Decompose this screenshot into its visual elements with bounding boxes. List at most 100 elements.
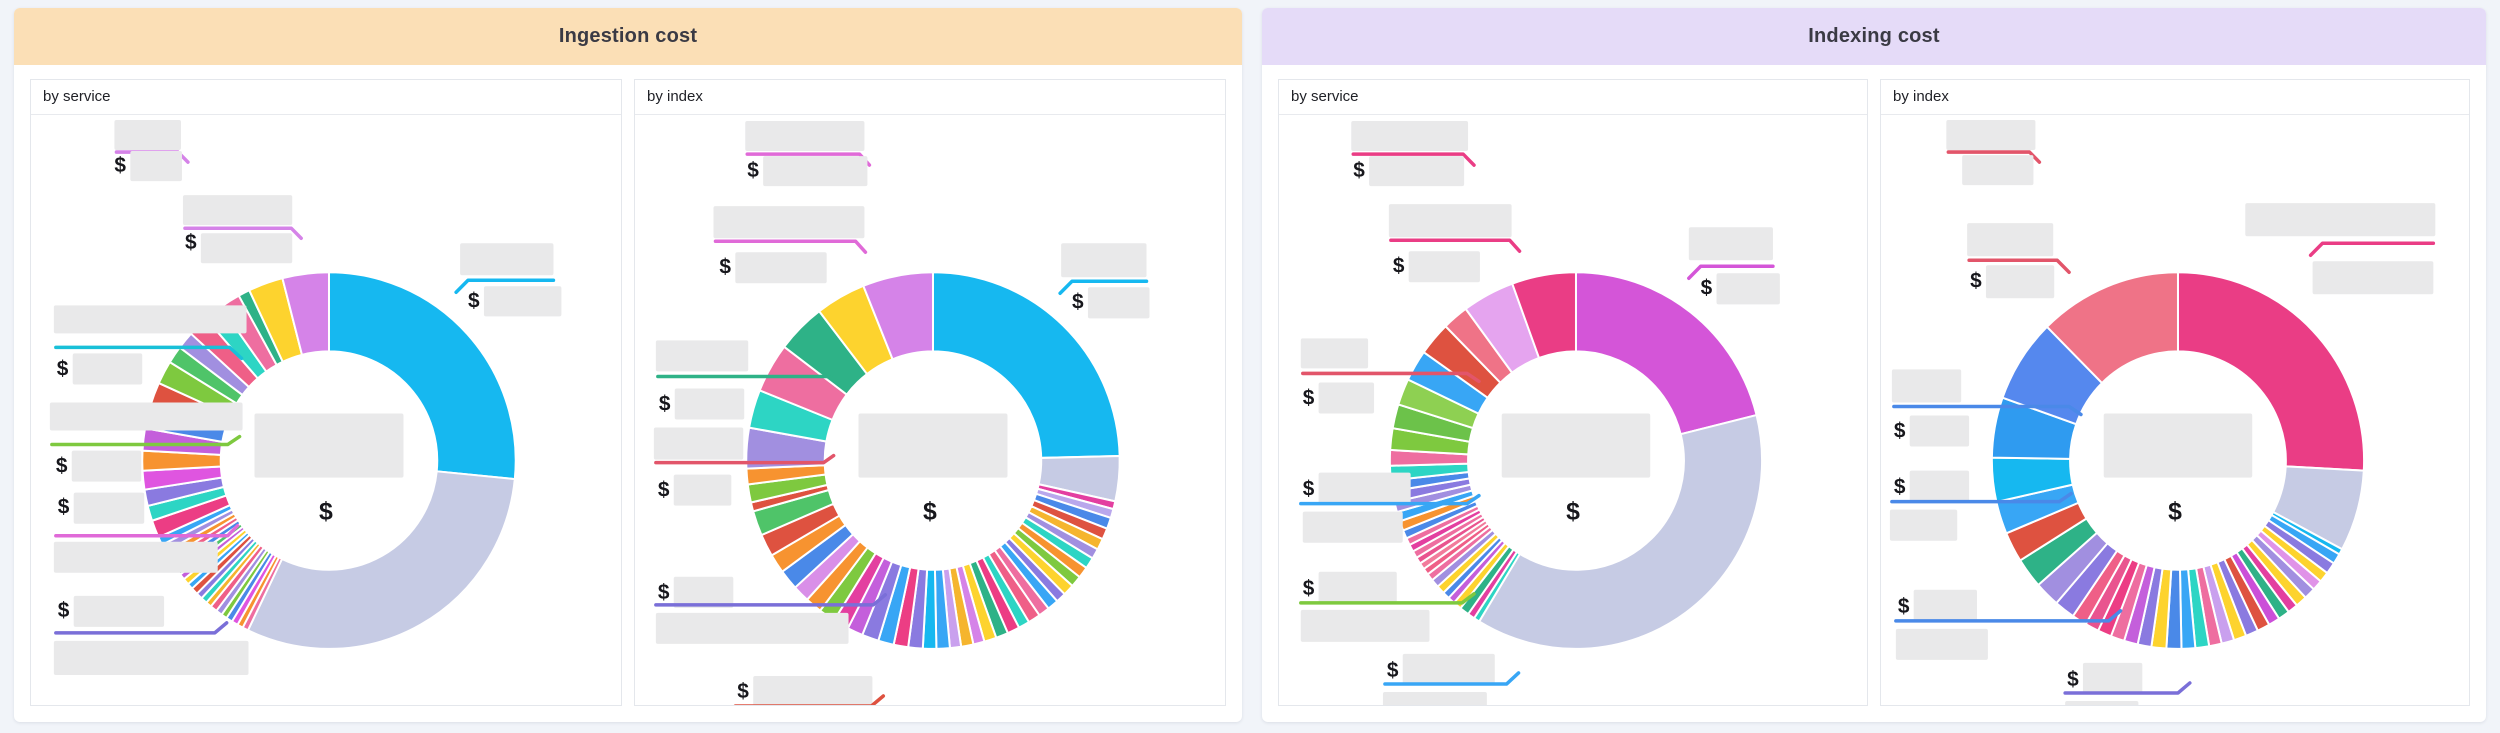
donut-slice[interactable] (1478, 414, 1764, 650)
label-leader-line (1058, 279, 1149, 296)
label-currency-symbol: $ (185, 231, 197, 254)
center-currency-symbol: $ (319, 498, 333, 526)
label-leader-line (183, 226, 303, 240)
label-currency-symbol: $ (719, 255, 731, 278)
redacted-label-box (200, 233, 293, 264)
label-currency-symbol: $ (1072, 290, 1084, 313)
label-currency-symbol: $ (58, 496, 70, 519)
label-currency-symbol: $ (1387, 659, 1399, 682)
label-currency-symbol: $ (114, 154, 126, 177)
redacted-label-box (2082, 662, 2143, 694)
chart-title: by index (635, 80, 1225, 115)
donut-chart-canvas: $ $ $ $ $ $ $ $ (1299, 121, 1780, 705)
donut-chart-canvas: $ $ $ $ $ $ $ $ (49, 120, 562, 675)
center-currency-symbol: $ (2168, 498, 2182, 526)
donut-chart-canvas: $ $ $ $ $ $ (1889, 120, 2436, 705)
redacted-label-box (1318, 571, 1397, 603)
redacted-label-box (1962, 155, 2034, 186)
redacted-label-box (2065, 700, 2139, 705)
redacted-label-box (1061, 243, 1147, 278)
redacted-label-box (1382, 691, 1487, 705)
redacted-label-box (1302, 511, 1403, 543)
panel-indexing-cost: Indexing cost by service $ $ $ $ $ $ $ $ by ind… (1262, 8, 2486, 722)
donut-slice[interactable] (327, 271, 517, 481)
chart-card-ingestion-by-service: by service $ $ $ $ $ $ $ $ (30, 79, 622, 706)
label-currency-symbol: $ (2067, 668, 2079, 691)
label-currency-symbol: $ (57, 357, 69, 380)
label-currency-symbol: $ (1303, 478, 1315, 501)
center-currency-symbol: $ (923, 498, 937, 526)
redacted-label-box (114, 120, 181, 151)
donut-slice[interactable] (281, 271, 330, 356)
redacted-label-box (655, 612, 849, 644)
label-currency-symbol: $ (1393, 254, 1405, 277)
redacted-label-box (753, 675, 873, 705)
chart-title: by service (1279, 80, 1867, 115)
label-currency-symbol: $ (56, 455, 68, 478)
redacted-label-box (655, 340, 749, 372)
label-currency-symbol: $ (1898, 595, 1910, 618)
panel-body: by service $ $ $ $ $ $ $ $ by index $ $ $ $ $ $ (1262, 65, 2486, 706)
redacted-label-box (1895, 628, 1988, 660)
redacted-label-box (1716, 273, 1780, 305)
redacted-label-box (1913, 589, 1978, 621)
redacted-label-box (483, 286, 562, 317)
label-leader-line (54, 621, 229, 635)
label-leader-line (54, 523, 240, 538)
redacted-label-box (73, 492, 145, 524)
label-leader-line (1967, 258, 2071, 275)
center-currency-symbol: $ (1566, 498, 1580, 526)
donut-slice[interactable] (2176, 271, 2366, 472)
chart-title: by index (1881, 80, 2469, 115)
redacted-center-total-box (254, 413, 404, 478)
label-currency-symbol: $ (1894, 476, 1906, 499)
panel-body: by service $ $ $ $ $ $ $ $ by index $ $ $ $ $ $ $ $ (14, 65, 1242, 706)
redacted-label-box (460, 243, 554, 276)
label-leader-line (1892, 404, 2083, 417)
redacted-label-box (653, 427, 744, 460)
label-leader-line (2063, 681, 2192, 695)
chart-title: by service (31, 80, 621, 115)
redacted-label-box (71, 450, 142, 482)
panel-header-indexing: Indexing cost (1262, 8, 2486, 65)
redacted-label-box (72, 353, 143, 385)
label-currency-symbol: $ (658, 581, 670, 604)
donut-slice[interactable] (862, 271, 934, 361)
donut-chart-ingestion-by-index[interactable]: $ $ $ $ $ $ $ $ (635, 115, 1225, 705)
panel-header-ingestion: Ingestion cost (14, 8, 1242, 65)
panel-title: Ingestion cost (558, 25, 698, 47)
donut-chart-canvas: $ $ $ $ $ $ $ $ (653, 121, 1150, 705)
donut-chart-indexing-by-service[interactable]: $ $ $ $ $ $ $ $ (1279, 115, 1867, 705)
redacted-label-box (1318, 382, 1375, 414)
donut-slice[interactable] (931, 271, 1121, 459)
chart-card-ingestion-by-index: by index $ $ $ $ $ $ $ $ (634, 79, 1226, 706)
label-leader-line (1351, 152, 1476, 167)
donut-slice[interactable] (246, 470, 516, 650)
label-leader-line (454, 278, 556, 295)
redacted-label-box (53, 541, 218, 573)
chart-card-indexing-by-service: by service $ $ $ $ $ $ $ $ (1278, 79, 1868, 706)
redacted-label-box (130, 151, 182, 182)
redacted-label-box (2245, 203, 2436, 237)
label-leader-line (1946, 150, 2042, 164)
redacted-label-box (1967, 223, 2054, 257)
donut-slice[interactable] (1574, 271, 1758, 436)
donut-slice[interactable] (1511, 271, 1577, 359)
label-currency-symbol: $ (1303, 386, 1315, 409)
label-leader-line (1301, 371, 1481, 384)
donut-chart-ingestion-by-service[interactable]: $ $ $ $ $ $ $ $ (31, 115, 621, 705)
label-currency-symbol: $ (1970, 269, 1982, 292)
label-leader-line (1687, 264, 1775, 281)
redacted-label-box (53, 640, 249, 675)
label-leader-line (733, 694, 886, 705)
redacted-label-box (1300, 338, 1369, 369)
donut-chart-indexing-by-index[interactable]: $ $ $ $ $ $ (1881, 115, 2469, 705)
redacted-label-box (1351, 121, 1469, 152)
redacted-label-box (182, 195, 293, 226)
label-currency-symbol: $ (1303, 577, 1315, 600)
redacted-label-box (1891, 369, 1962, 403)
donut-slice[interactable] (2046, 271, 2179, 385)
redacted-label-box (53, 305, 247, 334)
redacted-label-box (49, 402, 243, 431)
redacted-label-box (1388, 204, 1512, 238)
